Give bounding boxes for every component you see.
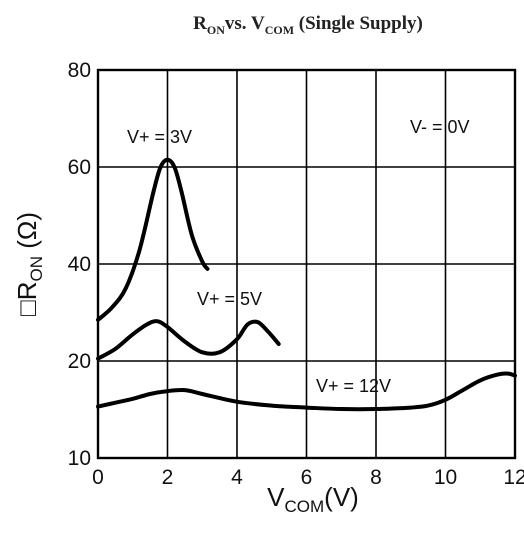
title-v: V bbox=[251, 13, 265, 34]
y-tick-label: 60 bbox=[68, 156, 91, 179]
y-tick-label: 40 bbox=[68, 253, 91, 276]
x-tick-label: 8 bbox=[370, 466, 382, 489]
series-group bbox=[96, 157, 517, 412]
series-line-1 bbox=[96, 319, 281, 361]
label-12v: V+ = 12V bbox=[316, 376, 391, 396]
tick-labels: 0 2 4 6 8 10 12 80 60 40 20 10 bbox=[68, 59, 524, 489]
title-v-sub: COM bbox=[265, 23, 294, 37]
x-tick-label: 12 bbox=[503, 466, 524, 489]
label-3v: V+ = 3V bbox=[127, 127, 192, 147]
x-tick-label: 6 bbox=[301, 466, 313, 489]
y-axis-label-sub: ON bbox=[27, 256, 46, 282]
x-axis-label: VCOM(V) bbox=[267, 482, 359, 516]
series-line-0 bbox=[96, 157, 210, 322]
y-tick-label: 80 bbox=[68, 59, 91, 82]
y-tick-label: 10 bbox=[68, 447, 91, 470]
y-axis-label: □RON (Ω) bbox=[12, 212, 46, 316]
x-tick-label: 2 bbox=[162, 466, 174, 489]
chart-title: RONvs. VCOM (Single Supply) bbox=[193, 13, 423, 37]
series-line-2 bbox=[96, 371, 517, 412]
title-r-sub: ON bbox=[207, 23, 225, 37]
x-axis-label-main: V bbox=[267, 482, 285, 512]
x-tick-label: 0 bbox=[92, 466, 104, 489]
y-axis-label-prefix: □R bbox=[12, 282, 42, 316]
x-axis-label-sub: COM bbox=[285, 497, 325, 516]
x-tick-label: 4 bbox=[231, 466, 243, 489]
y-axis-label-suffix: (Ω) bbox=[12, 212, 42, 256]
title-r: R bbox=[193, 13, 207, 34]
plot-frame bbox=[96, 68, 517, 460]
label-5v: V+ = 5V bbox=[197, 289, 262, 309]
x-axis-label-suffix: (V) bbox=[324, 482, 359, 512]
y-tick-label: 20 bbox=[68, 350, 91, 373]
title-vs: vs. bbox=[225, 13, 251, 34]
label-v-minus: V- = 0V bbox=[410, 117, 470, 137]
x-tick-label: 10 bbox=[434, 466, 457, 489]
title-suffix: (Single Supply) bbox=[294, 13, 423, 34]
